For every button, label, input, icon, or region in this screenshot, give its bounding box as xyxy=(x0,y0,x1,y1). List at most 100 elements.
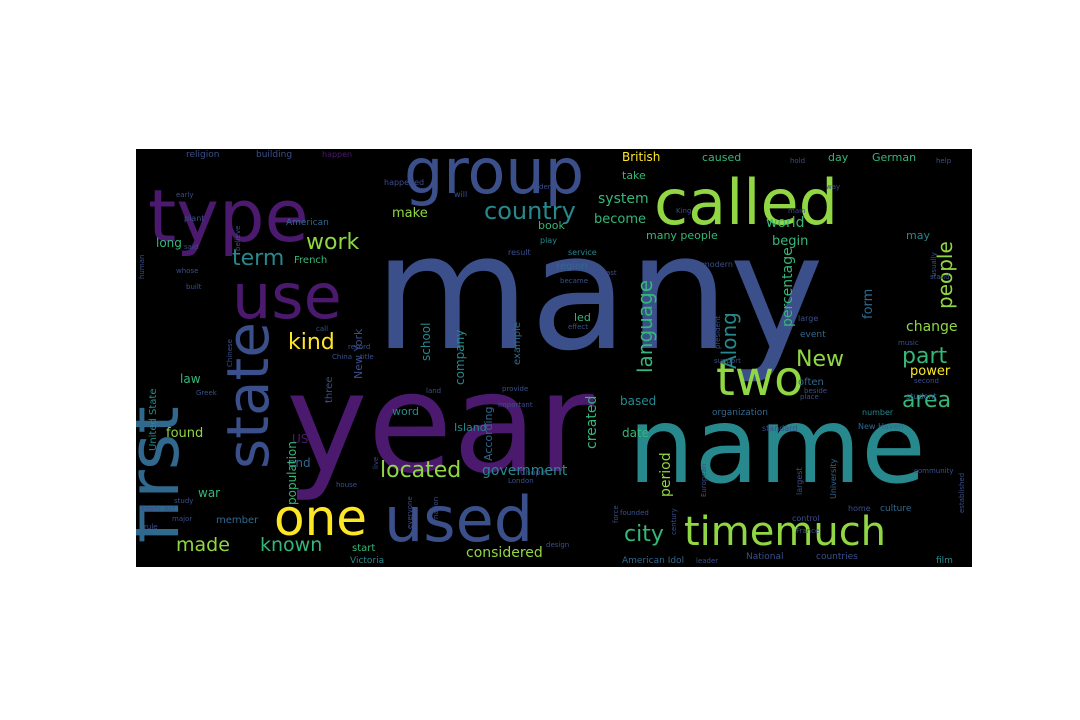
cloud-word: usually xyxy=(930,252,938,277)
cloud-word: established xyxy=(958,473,966,513)
cloud-word: According xyxy=(482,407,495,461)
cloud-word: human xyxy=(138,255,146,279)
cloud-word: system xyxy=(598,191,649,207)
cloud-word: said xyxy=(184,243,198,251)
cloud-word: date xyxy=(622,426,649,440)
cloud-word: number xyxy=(862,408,894,417)
cloud-word: hold xyxy=(790,157,805,165)
cloud-word: team xyxy=(142,505,160,513)
cloud-word: stand xyxy=(930,273,950,281)
cloud-word: result xyxy=(508,248,531,257)
cloud-word: based xyxy=(620,394,656,408)
cloud-word: year xyxy=(286,343,594,504)
cloud-word: believe xyxy=(234,226,242,251)
cloud-word: British xyxy=(622,150,660,164)
cloud-word: made xyxy=(176,534,230,556)
cloud-word: many xyxy=(374,199,824,386)
word-cloud: many year name type group called first use state… xyxy=(136,149,972,567)
cloud-word: major xyxy=(172,515,192,523)
cloud-word: area xyxy=(902,388,951,413)
cloud-word: begin xyxy=(772,234,808,249)
cloud-word: important xyxy=(498,401,533,409)
cloud-word: will xyxy=(454,190,467,199)
cloud-word: early xyxy=(176,191,194,199)
cloud-word: people xyxy=(933,241,957,309)
cloud-word: US xyxy=(292,432,308,446)
cloud-word: century xyxy=(670,508,678,535)
cloud-word: whose xyxy=(176,267,198,275)
cloud-word: war xyxy=(198,486,220,500)
cloud-word: France xyxy=(796,527,819,535)
cloud-word: land xyxy=(426,387,441,395)
cloud-word: Along xyxy=(717,312,741,369)
cloud-word: used xyxy=(384,483,533,556)
cloud-word: caused xyxy=(702,151,741,164)
cloud-word: provide xyxy=(502,385,528,393)
cloud-word: European xyxy=(700,464,708,497)
cloud-word: German xyxy=(872,151,916,164)
cloud-word: title xyxy=(360,353,374,361)
cloud-word: University xyxy=(829,458,838,499)
cloud-word: book xyxy=(538,219,565,232)
cloud-word: Act xyxy=(164,505,176,513)
cloud-word: way xyxy=(826,183,840,191)
cloud-word: called xyxy=(654,166,838,239)
cloud-word: type xyxy=(148,174,309,258)
cloud-word: large xyxy=(798,314,818,323)
cloud-word: company xyxy=(453,330,467,385)
cloud-word: day xyxy=(828,151,849,164)
cloud-word: study xyxy=(174,497,193,505)
cloud-word: King xyxy=(676,207,691,215)
cloud-word: main xyxy=(788,207,806,215)
cloud-word: part xyxy=(902,344,947,369)
cloud-word: known xyxy=(260,534,322,556)
cloud-word: founded xyxy=(620,509,649,517)
cloud-word: religion xyxy=(186,150,219,160)
cloud-word: leader xyxy=(696,557,718,565)
cloud-word: work xyxy=(306,230,359,255)
cloud-word: created xyxy=(584,396,600,449)
cloud-word: school xyxy=(419,323,433,361)
cloud-word: long xyxy=(156,236,182,250)
cloud-word: city xyxy=(624,522,664,547)
cloud-word: population xyxy=(285,441,299,505)
cloud-word: country xyxy=(484,197,576,225)
cloud-word: beside xyxy=(804,387,827,395)
cloud-word: countries xyxy=(816,552,858,562)
cloud-word: building xyxy=(256,150,292,160)
cloud-word: help xyxy=(936,157,952,165)
cloud-word: support xyxy=(714,357,741,365)
cloud-word: Chopin xyxy=(520,468,548,477)
cloud-word: percentage xyxy=(780,247,796,327)
cloud-word: music xyxy=(898,339,919,347)
cloud-word: period xyxy=(658,452,674,497)
cloud-word: organization xyxy=(712,408,768,418)
cloud-word: American xyxy=(286,218,329,228)
cloud-word: Island xyxy=(454,421,487,434)
cloud-background xyxy=(136,149,972,567)
cloud-word: kind xyxy=(288,330,335,355)
cloud-word: located xyxy=(380,458,461,483)
cloud-word: form xyxy=(861,289,876,319)
cloud-word: effect xyxy=(568,323,588,331)
cloud-word: world xyxy=(766,215,805,231)
cloud-word: rule xyxy=(144,523,158,531)
cloud-word: use xyxy=(232,260,342,333)
cloud-word: New York xyxy=(352,328,365,379)
cloud-word: happened xyxy=(384,178,424,187)
cloud-word: plant xyxy=(184,214,204,223)
cloud-word: order xyxy=(532,183,551,191)
cloud-word: became xyxy=(560,277,588,285)
cloud-word: many people xyxy=(646,229,718,242)
cloud-word: name xyxy=(628,385,926,507)
cloud-word: term xyxy=(232,246,284,271)
cloud-word: found xyxy=(166,426,203,441)
cloud-word: New xyxy=(796,347,844,372)
cloud-word: student xyxy=(906,392,937,401)
cloud-word: timemuch xyxy=(684,509,886,555)
cloud-word: law xyxy=(180,372,201,386)
cloud-word: word xyxy=(392,405,419,418)
cloud-word: example xyxy=(512,322,523,365)
cloud-word: play xyxy=(540,236,557,245)
